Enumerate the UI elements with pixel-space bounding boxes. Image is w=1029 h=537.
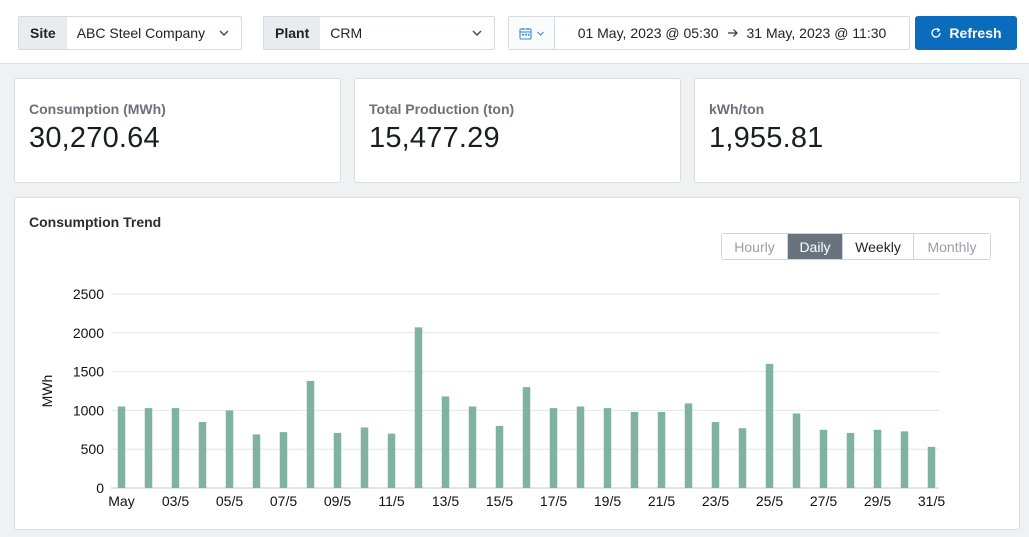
site-select[interactable]: Site ABC Steel Company [18,16,242,50]
x-tick-label: 27/5 [810,493,837,509]
x-tick-label: May [108,493,134,509]
refresh-icon [931,27,942,38]
bar [360,427,369,488]
y-tick-label: 0 [96,480,104,496]
bar [819,429,828,488]
filter-bar: Site ABC Steel Company Plant CRM 01 May,… [0,0,1029,64]
chevron-down-icon [536,31,544,36]
chevron-down-icon [219,30,229,36]
y-tick-label: 1000 [73,402,104,418]
date-start: 01 May, 2023 @ 05:30 [577,25,719,41]
bar [846,432,855,488]
kpi-value: 30,270.64 [29,122,160,154]
x-tick-label: 25/5 [756,493,783,509]
bar [792,413,801,488]
x-tick-label: 21/5 [648,493,675,509]
y-tick-label: 500 [81,441,105,457]
x-tick-label: 07/5 [270,493,297,509]
kpi-value: 1,955.81 [709,122,824,154]
bar [441,396,450,488]
consumption-bar-chart: 0 500 1000 1500 2000 2500 MWh May 03/5 05/5 07/5 09… [39,286,945,509]
bar [333,432,342,488]
bar [765,363,774,488]
date-range-text[interactable]: 01 May, 2023 @ 05:30 31 May, 2023 @ 11:3… [555,25,909,41]
y-axis-label: MWh [39,375,55,408]
arrow-right-icon [727,29,738,37]
x-tick-label: 09/5 [324,493,351,509]
bar [630,411,639,488]
kpi-kwh-per-ton: kWh/ton 1,955.81 [694,78,1021,183]
x-tick-label: 15/5 [486,493,513,509]
calendar-button[interactable] [509,17,555,49]
kpi-consumption: Consumption (MWh) 30,270.64 [14,78,341,183]
kpi-value: 15,477.29 [369,122,500,154]
bar [117,406,126,488]
y-tick-label: 2000 [73,325,104,341]
bar [468,406,477,488]
granularity-weekly[interactable]: Weekly [843,234,914,259]
bar [495,425,504,488]
bar [603,408,612,488]
bar [414,327,423,488]
bar [387,433,396,488]
consumption-trend-card: Consumption Trend Hourly Daily Weekly Mo… [14,197,1020,530]
plant-value: CRM [330,25,363,41]
granularity-daily[interactable]: Daily [788,234,843,259]
bar [198,422,207,488]
granularity-hourly[interactable]: Hourly [722,234,788,259]
site-label: Site [19,17,67,49]
date-range-picker[interactable]: 01 May, 2023 @ 05:30 31 May, 2023 @ 11:3… [508,16,910,50]
bar [549,408,558,488]
y-tick-label: 1500 [73,364,104,380]
kpi-label: Total Production (ton) [369,101,515,117]
kpi-label: Consumption (MWh) [29,101,166,117]
refresh-button[interactable]: Refresh [915,16,1017,50]
bar [171,408,180,488]
bar [711,422,720,488]
refresh-label: Refresh [949,25,1002,41]
site-value: ABC Steel Company [76,25,206,41]
bar [522,387,531,488]
bar [279,432,288,488]
plant-label: Plant [264,17,321,49]
bar [900,431,909,488]
kpi-total-production: Total Production (ton) 15,477.29 [354,78,681,183]
calendar-icon [518,27,532,40]
granularity-toggle: Hourly Daily Weekly Monthly [721,233,991,260]
bar [684,403,693,488]
x-tick-label: 03/5 [162,493,189,509]
x-tick-label: 05/5 [216,493,243,509]
chart-title: Consumption Trend [29,214,162,230]
bar [576,406,585,488]
x-tick-label: 19/5 [594,493,621,509]
plant-select[interactable]: Plant CRM [263,16,495,50]
x-tick-label: 11/5 [378,493,404,509]
bar [144,408,153,488]
x-tick-label: 17/5 [540,493,567,509]
bar [252,434,261,488]
kpi-label: kWh/ton [709,101,765,117]
chevron-down-icon [472,30,482,36]
bar [927,446,936,488]
bar [657,411,666,488]
bar [873,429,882,488]
y-tick-label: 2500 [73,286,104,302]
date-end: 31 May, 2023 @ 11:30 [746,25,887,41]
bar [306,380,315,488]
x-tick-label: 29/5 [864,493,891,509]
x-tick-label: 31/5 [918,493,945,509]
x-tick-label: 13/5 [432,493,459,509]
bar [225,410,234,488]
granularity-monthly[interactable]: Monthly [914,234,990,259]
bar [738,428,747,488]
x-tick-label: 23/5 [702,493,729,509]
